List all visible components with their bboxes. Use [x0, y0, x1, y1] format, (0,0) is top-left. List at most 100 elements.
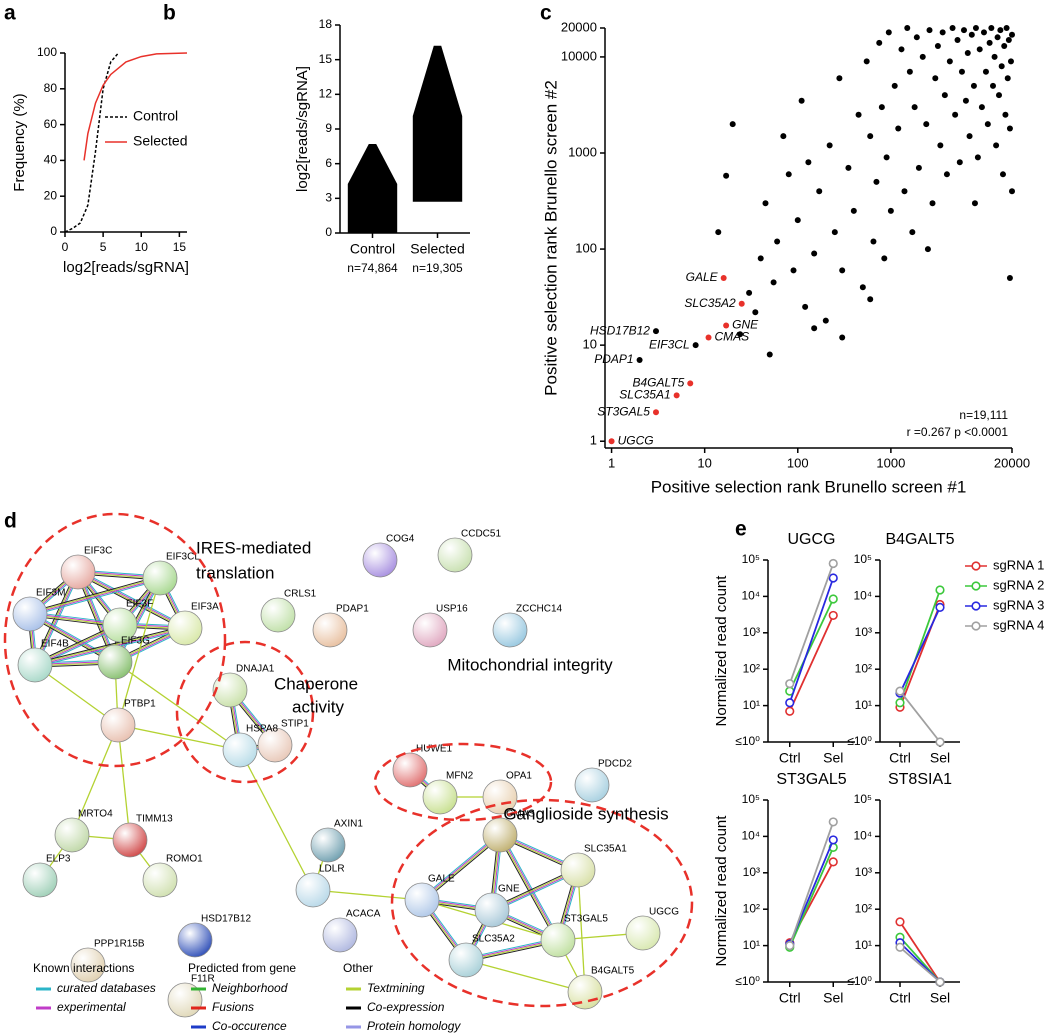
point: [906, 68, 913, 75]
point: [885, 29, 892, 36]
x-tick-label: Selected: [410, 241, 464, 257]
point: [705, 334, 712, 341]
point-label: EIF3CL: [649, 337, 690, 351]
y-axis-label: Positive selection rank Brunello screen …: [541, 80, 560, 396]
dot-column: [347, 144, 398, 233]
y-tick-label: 10¹: [743, 698, 760, 712]
point-label: HSD17B12: [590, 323, 650, 337]
y-tick-label: 3: [325, 191, 332, 205]
point: [980, 29, 987, 36]
node-label: STIP1: [281, 719, 309, 730]
point: [924, 246, 931, 253]
node-label: EIF3M: [36, 588, 65, 599]
node: [474, 892, 510, 928]
y-tick-label: 10³: [743, 625, 760, 639]
point: [715, 229, 722, 236]
y-tick-label: 60: [44, 117, 58, 131]
point: [995, 92, 1002, 99]
point: [876, 39, 883, 46]
point: [1009, 188, 1015, 195]
edge: [465, 959, 586, 993]
x-tick-label: 10: [697, 455, 711, 470]
node: [257, 727, 293, 763]
y-tick-label: 1000: [568, 144, 597, 159]
series-line: [788, 598, 835, 692]
point: [932, 75, 939, 82]
point: [976, 46, 983, 53]
point: [972, 25, 979, 31]
y-tick-label: 10²: [743, 661, 760, 675]
panel-label: e: [735, 518, 747, 541]
point: [989, 82, 996, 89]
point: [805, 159, 812, 166]
point-label: PDAP1: [594, 352, 633, 366]
y-tick-label: 10⁴: [853, 589, 872, 603]
legend-marker: [971, 561, 981, 571]
x-tick-label: Ctrl: [779, 990, 801, 1006]
marker: [895, 917, 905, 927]
y-tick-label: 10³: [855, 625, 872, 639]
edge: [76, 573, 185, 631]
x-tick-label: Sel: [823, 750, 843, 766]
x-tick-label: 0: [62, 240, 69, 254]
node: [177, 922, 213, 958]
y-tick-label: 20000: [561, 19, 597, 34]
marker: [828, 573, 838, 583]
node-label: MRTO4: [78, 809, 113, 820]
point: [1001, 42, 1008, 49]
point: [952, 111, 959, 118]
y-tick-label: 10²: [743, 901, 760, 915]
y-tick-label: 10³: [855, 865, 872, 879]
legend-label: sgRNA 2: [993, 577, 1044, 592]
marker: [935, 737, 945, 747]
panel-label: b: [163, 2, 176, 25]
x-tick-label: Ctrl: [889, 990, 911, 1006]
marker: [785, 940, 795, 951]
edge: [30, 579, 161, 617]
x-tick-label: 10: [135, 240, 149, 254]
point-label: B4GALT5: [632, 376, 684, 390]
node-label: PDCD2: [598, 759, 632, 770]
y-tick-label: 9: [325, 121, 332, 135]
edge: [29, 575, 160, 613]
panel-label: d: [4, 510, 17, 533]
point: [999, 171, 1006, 178]
legend-label: sgRNA 3: [993, 597, 1044, 612]
point: [774, 238, 781, 245]
node: [22, 862, 58, 898]
point: [855, 111, 862, 118]
point: [1007, 58, 1014, 65]
edge: [501, 833, 561, 940]
node: [412, 612, 448, 648]
point-label: GALE: [686, 270, 719, 284]
point: [863, 58, 870, 65]
x-axis-label: Positive selection rank Brunello screen …: [651, 477, 967, 496]
point: [1006, 274, 1013, 281]
point-label: ST3GAL5: [597, 404, 650, 418]
point: [720, 274, 727, 281]
node: [392, 752, 428, 788]
point: [988, 25, 995, 31]
group-label: IRES-mediated: [196, 538, 311, 557]
node-label: SLC35A1: [584, 844, 627, 855]
edge: [71, 724, 119, 836]
legend-marker: [971, 621, 981, 631]
point: [746, 289, 753, 296]
y-tick-label: 0: [325, 225, 332, 239]
annotation: n=19,111: [959, 408, 1008, 422]
point: [752, 309, 759, 316]
node-label: LDLR: [319, 864, 345, 875]
edge: [78, 569, 187, 627]
x-tick-label: 100: [787, 455, 809, 470]
chart-title: B4GALT5: [885, 531, 954, 548]
node: [492, 612, 528, 648]
node-label: PPP1R15B: [94, 939, 145, 950]
point: [929, 200, 936, 207]
x-tick-label: Control: [350, 241, 395, 257]
point: [970, 82, 977, 89]
legend-label: sgRNA 4: [993, 617, 1044, 632]
point: [949, 25, 956, 31]
edge: [577, 869, 586, 993]
point: [960, 27, 967, 34]
marker: [828, 835, 838, 845]
